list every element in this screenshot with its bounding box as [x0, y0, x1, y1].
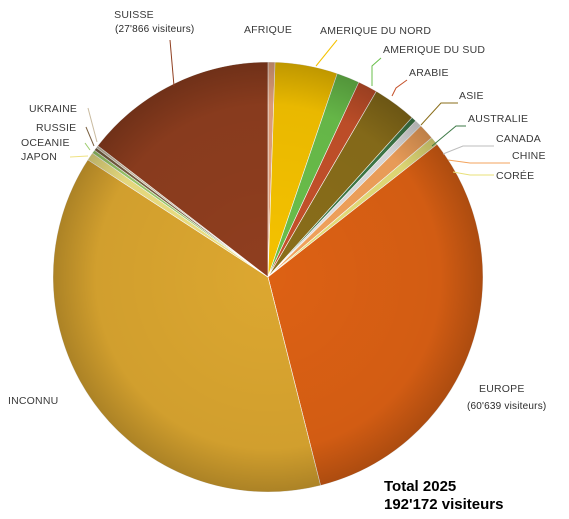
leader-line-amerique-du-nord	[315, 39, 338, 67]
leader-line-cor-e	[452, 171, 494, 176]
slice-label-chine: CHINE	[512, 150, 546, 162]
slice-label-arabie: ARABIE	[409, 67, 449, 79]
slice-label-europe: EUROPE	[479, 383, 525, 395]
leader-line-amerique-du-sud	[371, 57, 382, 86]
slice-label-oceanie: OCEANIE	[21, 137, 70, 149]
total-annotation: Total 2025 192'172 visiteurs	[384, 478, 504, 514]
slice-label-amerique-du-nord: AMERIQUE DU NORD	[320, 25, 431, 37]
slice-label-afrique: AFRIQUE	[244, 24, 292, 36]
leader-line-australie	[431, 125, 466, 147]
total-visitors: 192'172 visiteurs	[384, 496, 504, 513]
leader-lines	[69, 39, 510, 176]
leader-line-chine	[447, 159, 510, 164]
leader-line-arabie	[391, 79, 408, 97]
leader-line-japon	[69, 155, 89, 158]
slice-label-canada: CANADA	[496, 133, 541, 145]
slice-label-inconnu: INCONNU	[8, 395, 58, 407]
leader-line-russie	[85, 126, 95, 147]
slice-label-amerique-du-sud: AMERIQUE DU SUD	[383, 44, 485, 56]
slice-label-japon: JAPON	[21, 151, 57, 163]
slice-label-ukraine: UKRAINE	[29, 103, 77, 115]
slice-label-cor-e: CORÉE	[496, 169, 534, 182]
slice-label-australie: AUSTRALIE	[468, 113, 528, 125]
leader-line-canada	[442, 145, 494, 155]
total-year: Total 2025	[384, 478, 457, 495]
slice-labels: AFRIQUE AMERIQUE DU NORD AMERIQUE DU SUD AR…	[8, 9, 546, 412]
leader-line-oceanie	[84, 142, 91, 151]
pie-slices	[52, 61, 484, 493]
slice-label-asie: ASIE	[459, 90, 484, 102]
leader-line-ukraine	[87, 107, 98, 143]
slice-label-russie: RUSSIE	[36, 122, 76, 134]
slice-sublabel-suisse: (27'866 visiteurs)	[115, 24, 194, 35]
slice-label-suisse: SUISSE	[114, 9, 154, 21]
leader-line-suisse	[169, 39, 175, 87]
slice-sublabel-europe: (60'639 visiteurs)	[467, 401, 546, 412]
leader-line-asie	[420, 102, 458, 126]
